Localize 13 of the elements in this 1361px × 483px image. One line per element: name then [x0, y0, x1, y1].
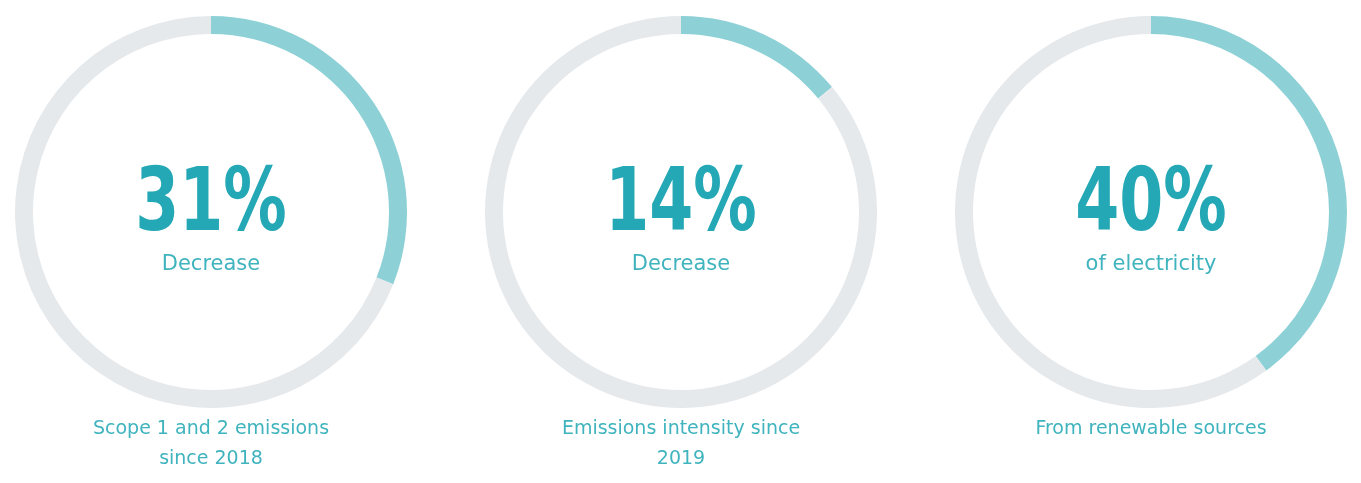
data-label: 14% [605, 148, 757, 251]
text: From renewable sources [1034, 415, 1268, 440]
data-label: 40% [1075, 148, 1227, 251]
text: Scope 1 and 2 emissions since 2018 [91, 415, 331, 470]
text: of electricity [1085, 251, 1217, 275]
donut-slice [681, 16, 833, 99]
donut-slice [485, 16, 877, 408]
donut-slice [15, 16, 394, 408]
text: Emissions intensity since 2019 [560, 415, 802, 470]
data-label: 31% [135, 148, 287, 251]
text: Decrease [161, 251, 261, 275]
text: Decrease [631, 251, 731, 275]
donut-slice [955, 16, 1267, 408]
